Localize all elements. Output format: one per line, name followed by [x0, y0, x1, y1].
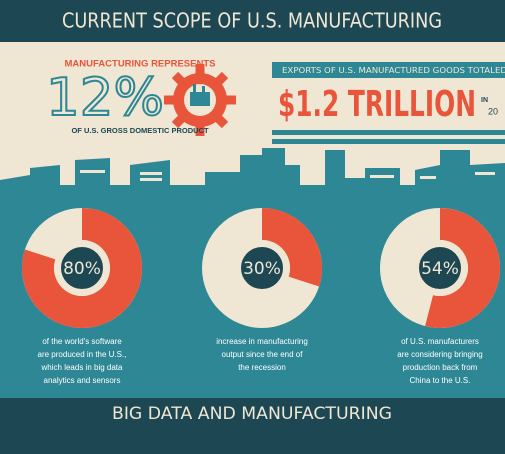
stat-text: analytics and sensors [44, 376, 121, 385]
gdp-lead: MANUFACTURING REPRESENTS [65, 59, 216, 70]
donut-center [417, 245, 463, 291]
stat-text: of the world's software [42, 337, 122, 346]
stat-text: China to the U.S. [410, 376, 471, 385]
stat-text: of U.S. manufacturers [401, 337, 479, 346]
stat-text: production back from [403, 363, 478, 372]
donut-arc [262, 208, 322, 287]
donut-arc [425, 208, 501, 328]
window-stripes [80, 170, 495, 181]
gdp-caption: OF U.S. GROSS DOMESTIC PRODUCT [71, 126, 209, 135]
header-bar [0, 0, 505, 42]
donut-center [59, 245, 105, 291]
exports-value: $1.2 TRILLION [278, 84, 476, 125]
gear-icon [164, 64, 236, 136]
stat-text: are produced in the U.S., [38, 350, 127, 359]
donut-label: 30% [243, 259, 281, 279]
exports-banner [272, 62, 505, 78]
donut-center [239, 245, 285, 291]
exports-lead: EXPORTS OF U.S. MANUFACTURED GOODS TOTAL… [282, 66, 505, 75]
stat-text: which leads in big data [41, 363, 123, 372]
donut-arc [22, 208, 142, 328]
stat-text: the recession [238, 363, 286, 372]
donut-label: 54% [421, 259, 459, 279]
stat-text: increase in manufacturing [216, 337, 308, 346]
stat-text: output since the end of [222, 350, 304, 359]
header-title: CURRENT SCOPE OF U.S. MANUFACTURING [62, 9, 442, 33]
gdp-value: 12% [46, 68, 164, 128]
exports-note: IN [481, 97, 488, 104]
stat-text: are considering bringing [397, 350, 482, 359]
skyline [0, 148, 505, 190]
exports-note: 20 [488, 106, 498, 116]
stripe [272, 139, 505, 144]
footer-title: BIG DATA AND MANUFACTURING [112, 404, 392, 424]
stripe [272, 130, 505, 135]
footer-bar [0, 398, 505, 454]
donut-label: 80% [63, 259, 101, 279]
